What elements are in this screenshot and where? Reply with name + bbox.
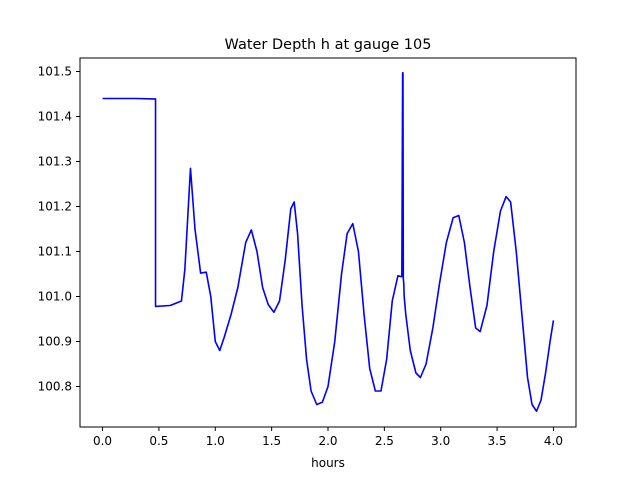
x-tick-label: 3.5 (488, 434, 507, 448)
y-tick-label: 100.9 (38, 335, 72, 349)
x-tick-label: 2.0 (318, 434, 337, 448)
y-tick-label: 101.3 (38, 155, 72, 169)
x-tick-label: 1.5 (262, 434, 281, 448)
x-tick-label: 4.0 (544, 434, 563, 448)
x-tick-label: 3.0 (431, 434, 450, 448)
y-axis: 100.8 100.9 101.0 101.1 101.2 101.3 101.4 101.5 (38, 65, 80, 394)
x-tick-label: 1.0 (206, 434, 225, 448)
y-tick-label: 100.8 (38, 380, 72, 394)
x-tick-label: 0.5 (149, 434, 168, 448)
series-line-0 (102, 72, 555, 413)
x-axis: 0.0 0.5 1.0 1.5 2.0 2.5 3.0 3.5 4.0 (93, 427, 563, 448)
y-tick-label: 101.1 (38, 245, 72, 259)
x-tick-label: 2.5 (375, 434, 394, 448)
y-tick-label: 101.5 (38, 65, 72, 79)
y-tick-label: 101.4 (38, 110, 72, 124)
x-tick-label: 0.0 (93, 434, 112, 448)
chart-title: Water Depth h at gauge 105 (225, 37, 432, 53)
y-tick-label: 101.0 (38, 290, 72, 304)
y-tick-label: 101.2 (38, 200, 72, 214)
x-axis-label: hours (311, 456, 345, 470)
series-layer (102, 72, 555, 413)
